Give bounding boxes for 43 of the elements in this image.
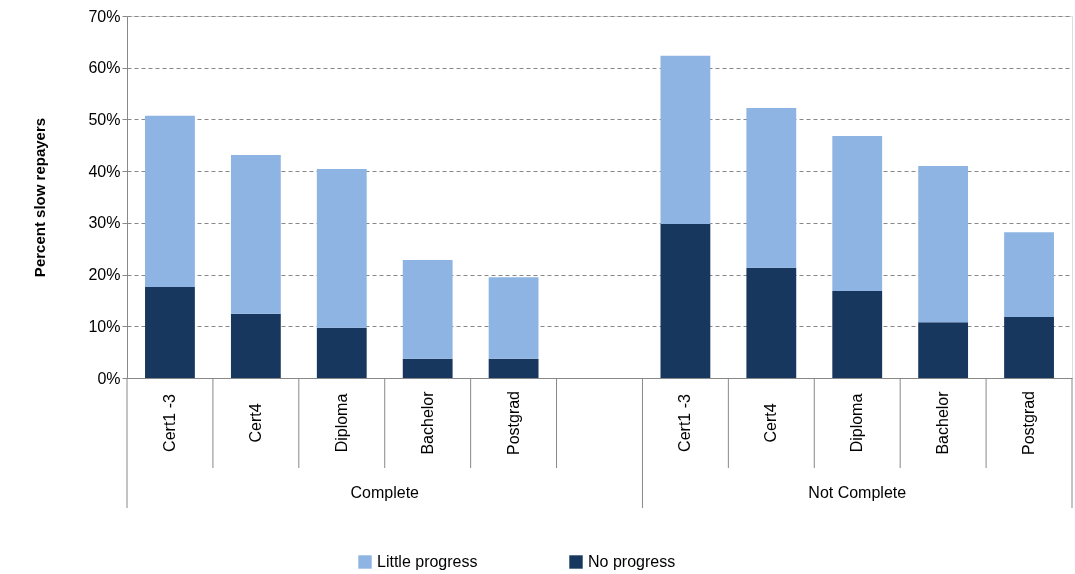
- y-tick-label: 50%: [88, 110, 121, 128]
- y-tick-label: 0%: [97, 369, 121, 387]
- y-tick-label: 40%: [88, 162, 121, 180]
- y-tick-label: 30%: [88, 214, 121, 232]
- bar: [230, 155, 281, 314]
- x-tick-label: Cert1 -3: [160, 394, 178, 452]
- bar: [832, 135, 883, 292]
- bar: [316, 169, 367, 328]
- bar: [316, 327, 367, 378]
- bar: [230, 313, 281, 378]
- bar: [1004, 232, 1054, 317]
- x-tick-label: Bachelor: [934, 390, 952, 455]
- x-tick-label: Cert1 -3: [676, 394, 694, 452]
- bar: [145, 286, 195, 378]
- bar: [746, 108, 797, 268]
- x-tick-label: Bachelor: [418, 390, 436, 455]
- y-tick-label: 20%: [88, 266, 121, 284]
- y-tick-label: 70%: [88, 7, 121, 25]
- x-tick-label: Diploma: [848, 393, 866, 453]
- bar: [746, 267, 797, 378]
- bar: [488, 277, 539, 359]
- x-tick-label: Cert4: [246, 403, 264, 443]
- bar: [832, 291, 883, 378]
- bar: [660, 55, 711, 224]
- bar: [1004, 316, 1054, 378]
- text: Complete: [350, 484, 420, 501]
- x-tick-label: Cert4: [762, 403, 780, 443]
- x-tick-label: Postgrad: [504, 390, 522, 456]
- bar: [145, 115, 195, 287]
- x-tick-label: Postgrad: [1020, 390, 1038, 456]
- bar: [402, 260, 453, 359]
- y-tick-label: 60%: [88, 59, 121, 77]
- bar: [488, 358, 539, 378]
- bar: [918, 322, 969, 378]
- text: Not Complete: [808, 484, 907, 501]
- x-tick-label: Diploma: [332, 393, 350, 453]
- y-axis-title: Percent slow repayers: [31, 117, 49, 278]
- legend-label: No progress: [588, 553, 676, 570]
- bar: [402, 358, 453, 378]
- legend-label: Little progress: [377, 553, 478, 570]
- bar: [660, 223, 711, 378]
- bar: [918, 165, 969, 323]
- y-tick-label: 10%: [88, 317, 121, 335]
